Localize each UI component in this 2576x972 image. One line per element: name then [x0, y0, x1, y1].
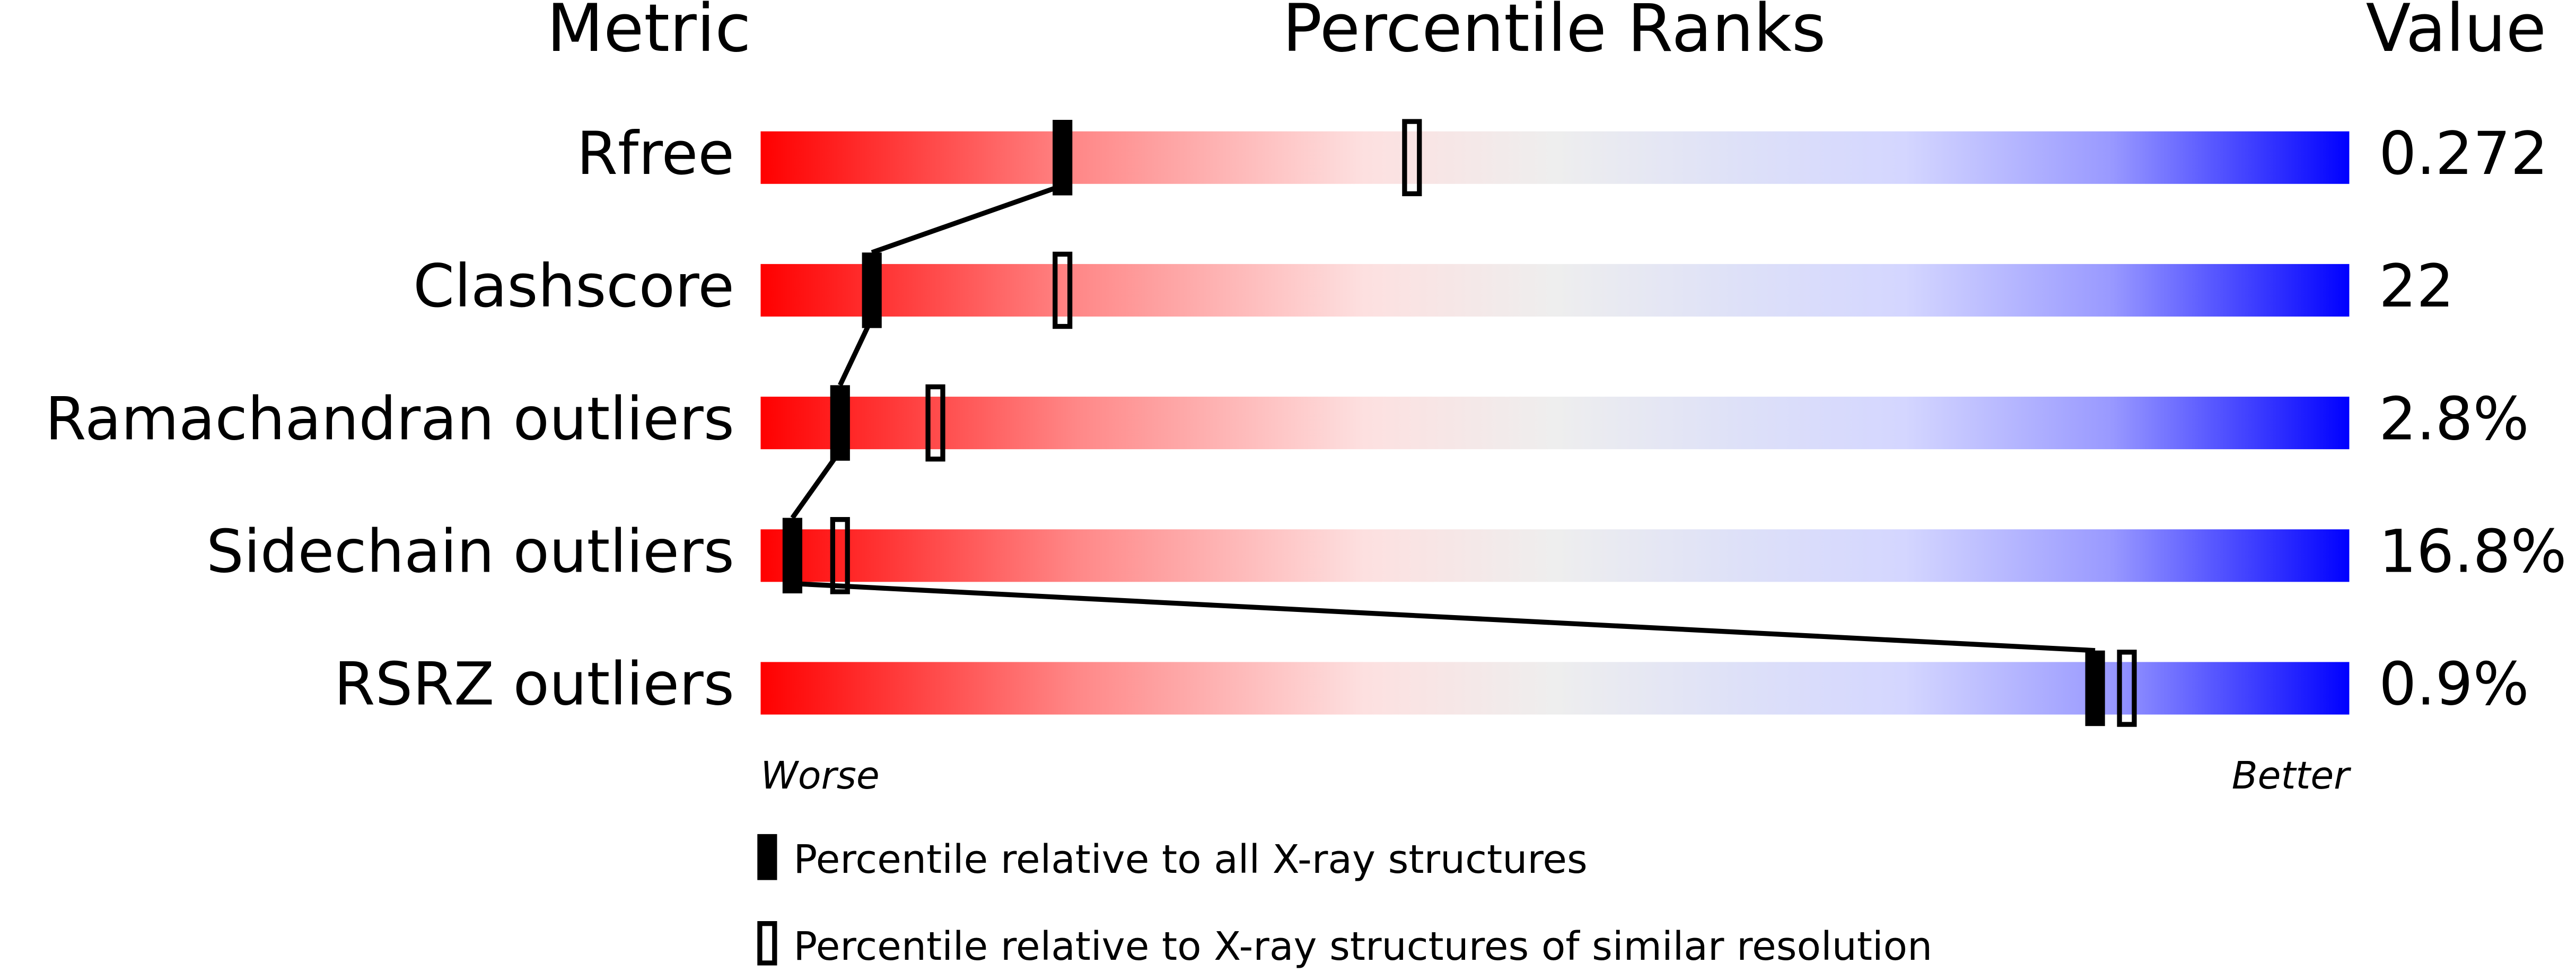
- percentile-bar: [760, 264, 2350, 317]
- metric-label: Clashscore: [413, 252, 734, 321]
- percentile-bar: [760, 131, 2350, 184]
- metric-value: 22: [2379, 252, 2454, 321]
- marker-similar: [2117, 650, 2137, 727]
- chart-title: Percentile Ranks: [1282, 0, 1826, 67]
- marker-all: [830, 385, 850, 461]
- percentile-bar: [760, 529, 2350, 582]
- legend-label: Percentile relative to X-ray structures …: [793, 923, 1932, 969]
- metric-value: 0.9%: [2379, 651, 2529, 719]
- metric-label: Sidechain outliers: [206, 518, 734, 586]
- metric-value: 16.8%: [2379, 518, 2566, 586]
- legend-label: Percentile relative to all X-ray structu…: [793, 836, 1587, 882]
- legend-filled-swatch: [757, 834, 777, 880]
- marker-all: [862, 252, 882, 328]
- marker-all: [1053, 120, 1073, 196]
- marker-all: [2085, 650, 2105, 726]
- marker-similar: [1053, 251, 1073, 329]
- metric-value: 2.8%: [2379, 385, 2529, 453]
- metric-value: 0.272: [2379, 120, 2548, 188]
- marker-similar: [830, 517, 850, 594]
- metric-header: Metric: [547, 0, 751, 67]
- value-header: Value: [2366, 0, 2546, 67]
- legend-hollow-swatch: [757, 921, 777, 966]
- metric-label: RSRZ outliers: [334, 651, 734, 719]
- metric-label: Ramachandran outliers: [45, 385, 734, 453]
- connector-line: [790, 183, 2096, 653]
- marker-all: [782, 518, 802, 593]
- marker-similar: [1402, 119, 1422, 197]
- metric-label: Rfree: [576, 120, 734, 188]
- better-label: Better: [2232, 754, 2351, 798]
- marker-similar: [925, 384, 945, 462]
- percentile-bar: [760, 397, 2350, 450]
- worse-label: Worse: [760, 754, 879, 798]
- percentile-bar: [760, 662, 2350, 715]
